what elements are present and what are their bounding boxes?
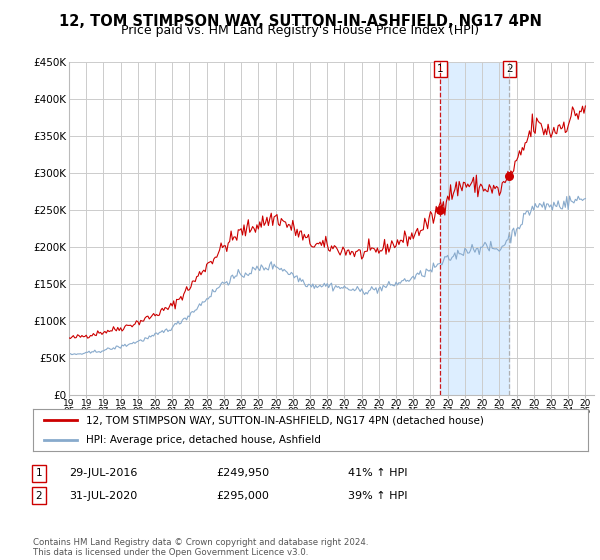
Text: 2: 2 [506,64,512,74]
Text: 1: 1 [437,64,443,74]
Text: £295,000: £295,000 [216,491,269,501]
Point [436,206,445,214]
Bar [440,62,509,395]
Text: 12, TOM STIMPSON WAY, SUTTON-IN-ASHFIELD, NG17 4PN (detached house): 12, TOM STIMPSON WAY, SUTTON-IN-ASHFIELD… [86,415,484,425]
Text: 41% ↑ HPI: 41% ↑ HPI [348,468,407,478]
Text: 2: 2 [35,491,43,501]
Text: 29-JUL-2016: 29-JUL-2016 [69,468,137,478]
Text: 12, TOM STIMPSON WAY, SUTTON-IN-ASHFIELD, NG17 4PN: 12, TOM STIMPSON WAY, SUTTON-IN-ASHFIELD… [59,14,541,29]
Text: HPI: Average price, detached house, Ashfield: HPI: Average price, detached house, Ashf… [86,435,320,445]
Text: 1: 1 [35,468,43,478]
Text: 39% ↑ HPI: 39% ↑ HPI [348,491,407,501]
Text: £249,950: £249,950 [216,468,269,478]
Text: 31-JUL-2020: 31-JUL-2020 [69,491,137,501]
Text: Price paid vs. HM Land Registry's House Price Index (HPI): Price paid vs. HM Land Registry's House … [121,24,479,37]
Point [505,172,514,181]
Text: Contains HM Land Registry data © Crown copyright and database right 2024.
This d: Contains HM Land Registry data © Crown c… [33,538,368,557]
